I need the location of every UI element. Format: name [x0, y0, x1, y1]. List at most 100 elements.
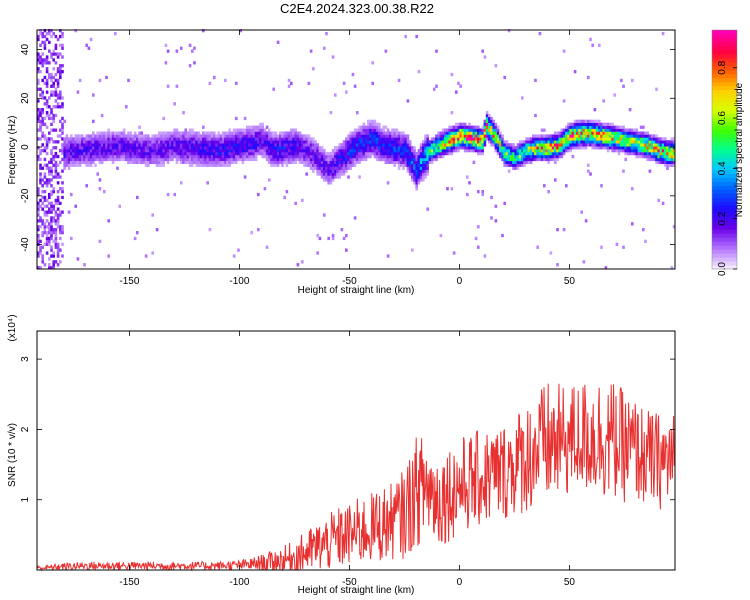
spectrogram-cell — [448, 131, 451, 135]
spectrogram-cell — [375, 131, 379, 135]
spectrogram-cell — [224, 143, 227, 147]
spectrogram-cell — [65, 149, 69, 153]
spectrogram-cell — [466, 192, 469, 197]
spectrogram-cell — [450, 134, 454, 138]
spectrogram-cell — [290, 157, 293, 162]
spectrogram-cell — [63, 151, 66, 156]
spectrogram-cell — [481, 192, 484, 197]
spectrogram-cell — [39, 251, 42, 255]
spectrogram-cell — [259, 140, 262, 144]
spectrogram-cell — [422, 146, 425, 150]
spectrogram-cell — [353, 128, 357, 132]
colorbar-swatch — [712, 137, 737, 143]
spectrogram-cell — [358, 125, 361, 129]
spectrogram-cell — [188, 163, 192, 167]
spectrogram-cell — [312, 149, 315, 153]
spectrogram-cell — [516, 151, 520, 156]
spectrogram-cell — [270, 160, 273, 164]
spectrogram-cell — [470, 140, 473, 144]
spectrogram-cell — [56, 81, 60, 85]
spectrogram-cell — [50, 184, 53, 188]
spectrogram-cell — [56, 154, 60, 159]
spectrogram-cell — [254, 134, 258, 138]
spectrogram-cell — [59, 228, 62, 232]
spectrogram-cell — [103, 149, 106, 153]
spectrogram-cell — [571, 131, 575, 135]
spectrogram-cell — [158, 151, 161, 156]
spectrogram-cell — [340, 143, 344, 147]
spectrogram-cell — [166, 192, 170, 197]
spectrogram-cell — [215, 154, 218, 159]
spectrogram-cell — [65, 140, 69, 144]
spectrogram-cell — [59, 160, 62, 164]
spectrogram-cell — [657, 151, 660, 156]
spectrogram-cell — [116, 151, 119, 156]
spectrogram-cell — [474, 146, 478, 150]
spectrogram-cell — [490, 116, 493, 121]
spectrogram-cell — [50, 55, 53, 59]
spectrogram-cell — [50, 204, 53, 208]
spectrogram-cell — [250, 231, 253, 235]
spectrogram-cell — [131, 143, 135, 147]
spectrogram-cell — [325, 151, 328, 156]
spectrogram-cell — [360, 137, 363, 141]
spectrogram-cell — [556, 228, 559, 232]
spectrogram-cell — [54, 151, 58, 156]
spectrogram-cell — [85, 163, 88, 167]
spectrogram-cell — [309, 166, 313, 170]
spectrogram-cell — [118, 151, 121, 156]
spectrogram-cell — [48, 210, 51, 214]
spectrogram-cell — [362, 137, 366, 141]
spectrogram-cell — [230, 140, 234, 144]
spectrogram-cell — [402, 160, 405, 164]
spectrogram-cell — [424, 166, 427, 170]
spectrogram-cell — [417, 169, 421, 173]
spectrogram-cell — [37, 78, 40, 83]
spectrogram-cell — [545, 157, 548, 162]
spectrogram-cell — [661, 146, 665, 150]
spectrogram-cell — [285, 163, 289, 167]
spectrogram-cell — [294, 143, 297, 147]
spectrogram-cell — [175, 134, 179, 138]
spectrogram-cell — [336, 169, 339, 173]
spectrogram-cell — [323, 154, 326, 159]
spectrogram-cell — [617, 125, 621, 129]
spectrogram-cell — [162, 149, 165, 153]
spectrogram-cell — [391, 154, 394, 159]
spectrogram-cell — [518, 149, 522, 153]
spectrogram-cell — [210, 149, 214, 153]
colorbar-swatch — [712, 169, 737, 174]
spectrogram-cell — [173, 140, 176, 144]
spectrogram-cell — [213, 75, 216, 80]
spectrogram-cell — [558, 143, 561, 147]
spectrogram-cell — [309, 146, 313, 150]
spectrogram-cell — [296, 143, 300, 147]
spectrogram-cell — [345, 146, 348, 150]
spectrogram-cell — [85, 149, 88, 153]
spectrogram-cell — [76, 160, 80, 164]
spectrogram-cell — [257, 134, 260, 138]
spectrogram-cell — [78, 149, 82, 153]
spectrogram-cell — [499, 143, 502, 147]
spectrogram-cell — [125, 137, 128, 141]
spectrogram-cell — [316, 154, 319, 159]
spectrogram-cell — [549, 151, 553, 156]
spectrogram-cell — [628, 108, 632, 112]
spectrogram-cell — [224, 78, 227, 83]
spectrogram-cell — [613, 128, 616, 132]
spectrogram-cell — [525, 160, 528, 164]
spectrogram-cell — [644, 143, 647, 147]
spectrogram-cell — [424, 146, 427, 150]
spectrogram-cell — [43, 137, 47, 141]
spectrogram-cell — [549, 251, 553, 255]
spectrogram-cell — [217, 134, 220, 138]
spectrogram-cell — [307, 154, 311, 159]
spectrogram-cell — [481, 146, 484, 150]
spectrogram-cell — [415, 184, 418, 188]
spectrogram-cell — [479, 128, 482, 132]
spectrogram-cell — [219, 163, 223, 167]
spectrogram-cell — [380, 137, 383, 141]
spectrogram-cell — [318, 169, 322, 173]
spectrogram-cell — [380, 146, 383, 150]
spectrogram-cell — [329, 169, 333, 173]
